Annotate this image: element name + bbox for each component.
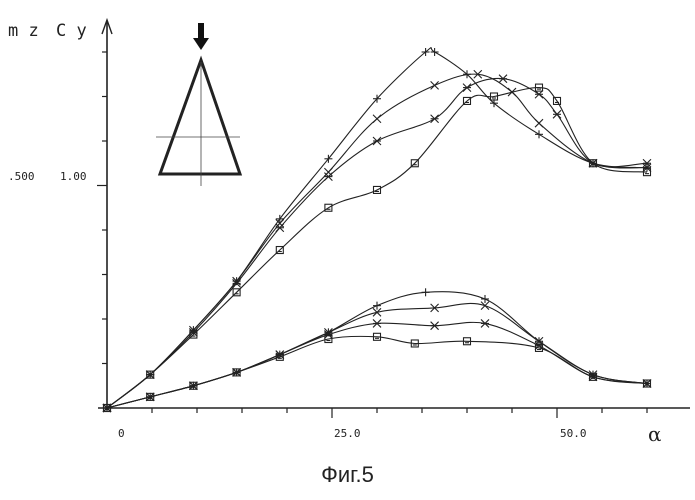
ticks-layer [97, 51, 648, 418]
figure-caption: Фиг.5 [321, 462, 374, 487]
y-axis-label-mz: m z [8, 21, 39, 41]
data-point-mz-square [410, 339, 419, 348]
data-point-mz-plus [481, 294, 489, 303]
data-point-cy-x [473, 69, 483, 79]
x-tick-label-25: 25.0 [334, 427, 361, 440]
data-point-cy-plus [275, 214, 284, 223]
data-point-cy-plus [535, 130, 543, 139]
data-point-mz-square [588, 372, 598, 381]
data-point-mz-square [102, 403, 112, 413]
data-point-mz-square [534, 343, 544, 352]
data-point-mz-plus [421, 288, 430, 297]
data-point-mz-plus [373, 301, 381, 310]
y-axis-label-cy: C y [56, 21, 87, 41]
data-point-cy-square [232, 288, 241, 297]
x-axis-label: α [648, 422, 662, 446]
data-point-cy-square [410, 159, 419, 168]
data-point-cy-square [642, 168, 652, 177]
data-point-cy-asterisk [232, 279, 241, 288]
series-line-mz-square [106, 335, 648, 409]
data-point-cy-asterisk [552, 109, 562, 119]
data-point-cy-asterisk [642, 158, 652, 168]
flow-arrow-icon [193, 23, 209, 50]
data-point-cy-asterisk [430, 114, 439, 124]
data-point-cy-asterisk [372, 136, 382, 146]
data-point-mz-square [232, 368, 241, 377]
data-point-mz-square [324, 334, 333, 344]
data-point-cy-plus [430, 48, 439, 56]
data-point-mz-square [372, 332, 382, 341]
data-point-cy-x [534, 118, 544, 128]
data-point-cy-square [588, 159, 598, 168]
data-point-mz-square [462, 337, 472, 346]
data-point-mz-asterisk [372, 319, 382, 328]
data-point-mz-square [275, 352, 284, 361]
y-tick-label-cy: 1.00 [60, 170, 87, 183]
series-line-cy-x [106, 73, 648, 409]
data-point-mz-x [372, 307, 382, 317]
series-line-cy-square [106, 87, 648, 409]
data-point-cy-square [189, 330, 198, 339]
data-point-cy-square [146, 370, 155, 379]
data-point-cy-square [534, 83, 544, 92]
data-point-cy-plus [324, 154, 333, 163]
data-point-cy-asterisk [462, 83, 472, 92]
data-point-cy-square [372, 185, 382, 194]
data-point-cy-x [430, 80, 439, 90]
series-line-cy-asterisk [106, 77, 648, 409]
data-point-cy-x [275, 218, 285, 228]
data-point-cy-plus [421, 48, 430, 56]
data-point-mz-asterisk [324, 330, 333, 339]
data-point-cy-square [324, 203, 333, 212]
data-point-mz-square [642, 379, 652, 388]
data-point-cy-asterisk [498, 74, 508, 84]
data-point-cy-x [642, 163, 652, 173]
inset-triangle-diagram [156, 23, 243, 186]
data-point-cy-asterisk [324, 172, 333, 181]
data-point-mz-x [480, 301, 490, 311]
y-tick-label-mz: .500 [8, 170, 35, 183]
data-point-mz-square [146, 392, 155, 401]
x-tick-label-50: 50.0 [560, 427, 587, 440]
series-layer [102, 47, 652, 413]
data-point-cy-square [489, 92, 499, 101]
data-point-mz-x [430, 303, 439, 313]
data-point-cy-plus [373, 94, 381, 103]
x-tick-label-0: 0 [118, 427, 125, 440]
data-point-cy-square [552, 96, 562, 105]
data-point-mz-asterisk [480, 319, 490, 328]
series-line-mz-x [106, 302, 648, 409]
data-point-cy-asterisk [275, 223, 285, 233]
data-point-cy-square [462, 96, 472, 105]
data-point-mz-asterisk [430, 321, 439, 331]
data-point-mz-square [189, 381, 198, 390]
data-point-cy-x [324, 167, 333, 177]
data-point-cy-square [275, 245, 284, 255]
data-point-cy-x [372, 114, 382, 124]
y-axis-arrow [101, 17, 113, 35]
